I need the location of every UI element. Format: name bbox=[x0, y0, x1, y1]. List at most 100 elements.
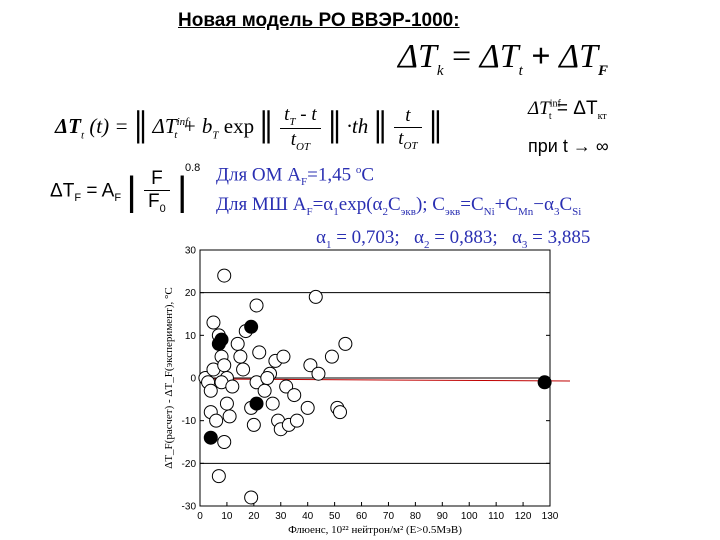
frac1-num-rest: - t bbox=[295, 104, 317, 125]
data-point-open bbox=[338, 336, 353, 351]
data-point-open bbox=[333, 405, 347, 420]
limit-condition: при t → ∞ bbox=[528, 136, 609, 156]
alpha1-sub: 1 bbox=[325, 238, 332, 251]
data-point-open bbox=[219, 396, 234, 411]
data-point-filled bbox=[214, 332, 229, 347]
y-tick-label: -10 bbox=[182, 416, 197, 427]
formula-main-th: ·th bbox=[346, 114, 369, 139]
fraction-exp: tT - t tOT bbox=[280, 104, 321, 153]
alpha2-symbol: α bbox=[413, 227, 424, 248]
formula-main-lhs-sub: t bbox=[81, 129, 85, 142]
fluence-a-sub: F bbox=[114, 192, 122, 205]
data-point-open bbox=[209, 413, 224, 428]
frac1-den-sub: OT bbox=[295, 140, 311, 153]
data-point-open bbox=[287, 388, 302, 403]
data-point-filled bbox=[244, 319, 259, 334]
data-point-open bbox=[324, 349, 339, 364]
data-point-open bbox=[279, 379, 294, 394]
formula-main-plus-b: + b bbox=[182, 114, 213, 139]
y-tick-label: -30 bbox=[182, 502, 197, 513]
y-tick-label: 20 bbox=[185, 288, 197, 299]
data-point-open bbox=[252, 345, 267, 360]
x-tick-label: 90 bbox=[437, 511, 449, 522]
paren-exp-left: ‖ bbox=[259, 101, 273, 155]
alpha3-symbol: α bbox=[511, 227, 522, 248]
data-point-open bbox=[303, 358, 318, 373]
x-tick-label: 40 bbox=[302, 511, 314, 522]
formula-main-term1-sub: t bbox=[174, 129, 178, 142]
data-point-open bbox=[217, 358, 232, 373]
note-om-sup: o bbox=[355, 164, 362, 176]
data-point-open bbox=[289, 413, 304, 428]
note-msh-h: −α bbox=[533, 194, 554, 215]
fraction-th: t tOT bbox=[394, 104, 422, 152]
data-point-open bbox=[222, 409, 237, 424]
note-msh-s3: 2 bbox=[382, 205, 388, 218]
data-point-open bbox=[300, 400, 315, 415]
note-msh-s9: Si bbox=[572, 205, 582, 218]
formula-time-component: ΔTt (t) = ‖ ΔTinft + bT exp ‖ tT - t tOT… bbox=[55, 104, 442, 153]
x-tick-label: 100 bbox=[461, 511, 478, 522]
page-title: Новая модель РО ВВЭР-1000: bbox=[178, 10, 460, 31]
x-tick-label: 70 bbox=[383, 511, 395, 522]
formula-eq: = bbox=[452, 38, 472, 75]
alpha2-value: = 0,883; bbox=[429, 227, 498, 248]
note-msh-f: =C bbox=[460, 194, 484, 215]
scatter-chart: 0 10 20 30 40 50 60 70 80 90 100 110 120 130-30-20-10… bbox=[163, 246, 570, 536]
paren-th-right: ‖ bbox=[428, 101, 443, 155]
alpha1-symbol: α bbox=[316, 227, 326, 248]
frac1-den: t bbox=[290, 128, 296, 150]
data-point-open bbox=[260, 371, 275, 385]
data-point-open bbox=[230, 336, 245, 351]
note-om: Для ОМ AF=1,45 oС bbox=[216, 164, 374, 188]
note-msh-d: C bbox=[387, 194, 401, 215]
limit-lhs-sup: inf bbox=[549, 98, 561, 110]
formula-lhs-sub: k bbox=[436, 62, 444, 79]
x-tick-label: 80 bbox=[410, 511, 422, 522]
x-tick-label: 30 bbox=[275, 511, 287, 522]
formula-plus: + bbox=[531, 38, 551, 75]
data-point-open bbox=[236, 362, 251, 377]
x-axis-label: Флюенс, 10²² нейтрон/м² (E>0.5МэВ) bbox=[288, 524, 462, 536]
x-tick-label: 120 bbox=[515, 511, 532, 522]
paren-exp-right: ‖ bbox=[327, 101, 342, 155]
frac2-num: t bbox=[405, 104, 411, 126]
x-tick-label: 130 bbox=[542, 511, 559, 522]
fluence-paren-right: | bbox=[177, 169, 188, 214]
note-msh-g: +C bbox=[494, 194, 519, 215]
note-msh-b: =α bbox=[312, 194, 334, 215]
note-msh-s1: F bbox=[306, 205, 313, 218]
x-tick-label: 60 bbox=[356, 511, 368, 522]
x-tick-label: 110 bbox=[488, 511, 504, 522]
data-point-open bbox=[311, 366, 326, 381]
data-point-open bbox=[276, 349, 291, 364]
note-msh-s8: 3 bbox=[553, 205, 560, 218]
fluence-eq: = A bbox=[81, 180, 115, 202]
y-tick-label: 0 bbox=[190, 374, 196, 385]
formula-main-b-sub: T bbox=[212, 129, 219, 142]
limit-eq: = ΔT bbox=[551, 98, 598, 119]
note-om-c: С bbox=[361, 164, 375, 186]
frac1-num: t bbox=[284, 104, 290, 125]
formula-term-f: ΔT bbox=[559, 38, 599, 75]
x-tick-label: 20 bbox=[248, 511, 260, 522]
fluence-fraction: F F0 bbox=[144, 168, 170, 215]
frac1-num-sub: T bbox=[289, 115, 296, 128]
limit-rhs-sub: кт bbox=[597, 110, 607, 122]
formula-term-t-sub: t bbox=[518, 62, 523, 79]
note-msh-s5: экв bbox=[444, 205, 461, 218]
data-point-filled bbox=[203, 430, 218, 445]
note-alphas: α1 = 0,703; α2 = 0,883; α3 = 3,885 bbox=[316, 227, 590, 251]
note-msh-s6: Ni bbox=[483, 205, 495, 218]
paren-th-left: ‖ bbox=[373, 101, 387, 155]
alpha3-value: = 3,885 bbox=[527, 227, 591, 248]
note-msh-s2: 1 bbox=[333, 205, 339, 218]
fluence-power: 0.8 bbox=[185, 162, 201, 174]
fluence-den: F bbox=[148, 191, 160, 212]
formula-main-arg: (t) = bbox=[84, 114, 129, 139]
data-point-open bbox=[206, 315, 221, 330]
data-point-filled bbox=[249, 396, 264, 411]
formula-limit: ΔTinft = ΔTкт bbox=[528, 98, 607, 122]
alpha1-value: = 0,703; bbox=[331, 227, 400, 248]
x-tick-label: 0 bbox=[197, 511, 203, 522]
